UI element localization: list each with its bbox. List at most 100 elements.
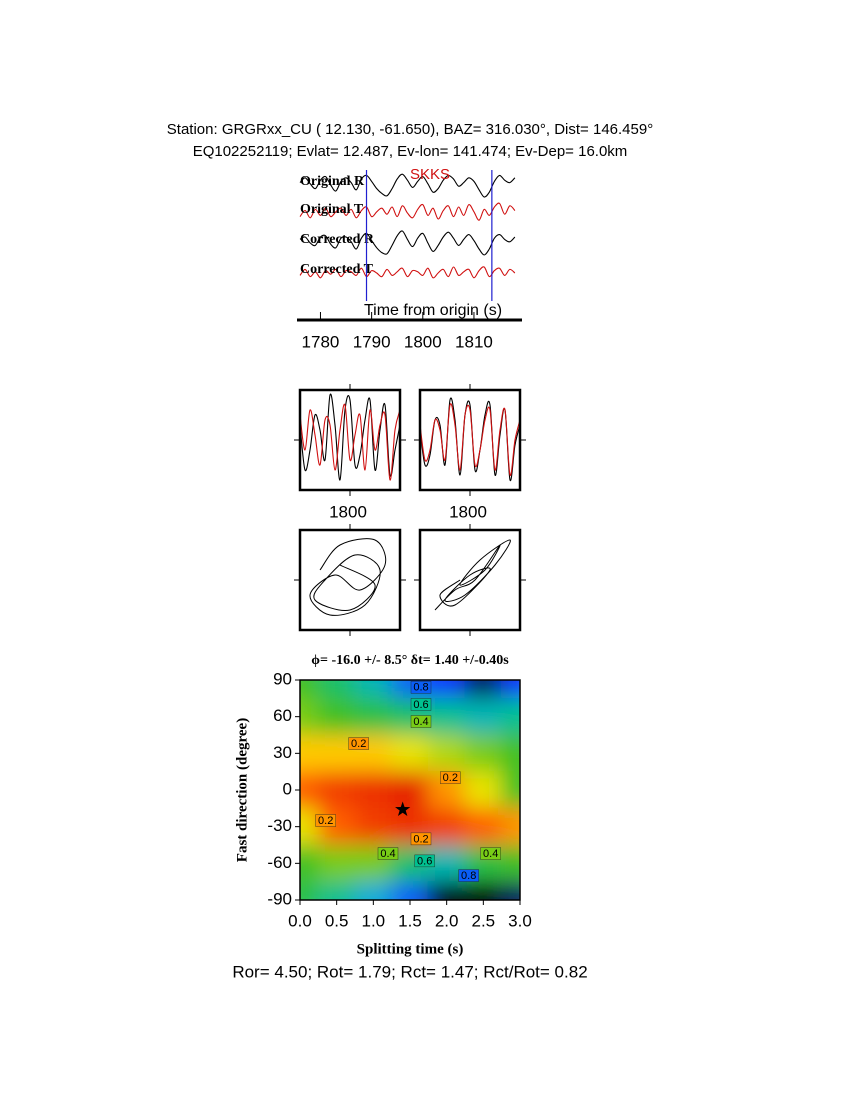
energy-cell	[501, 734, 520, 773]
energy-cell	[317, 881, 356, 900]
energy-cell	[391, 734, 429, 773]
energy-cell	[501, 881, 520, 900]
energy-cell	[354, 807, 393, 846]
y-tick-label: 90	[273, 669, 292, 688]
energy-cell	[300, 771, 319, 809]
x-tick-label: 2.0	[435, 911, 459, 930]
y-axis-label: Fast direction (degree)	[234, 718, 250, 862]
y-tick-label: -30	[267, 816, 292, 835]
energy-cell	[354, 697, 393, 736]
header-line: EQ102252119; Evlat= 12.487, Ev-lon= 141.…	[193, 143, 628, 160]
energy-cell	[300, 697, 319, 736]
trace-label: Original R	[300, 174, 365, 189]
phase-label: SKKS	[410, 166, 450, 183]
x-tick-label: 1.0	[362, 911, 386, 930]
y-tick-label: -90	[267, 889, 292, 908]
waveform	[299, 230, 516, 256]
contour-label: 0.6	[417, 855, 432, 867]
contour-label: 0.8	[413, 682, 428, 694]
energy-cell	[427, 734, 466, 773]
contour-label: 0.2	[443, 772, 458, 784]
energy-cell	[391, 881, 429, 900]
x-tick-label: 1780	[302, 332, 340, 351]
energy-cell	[427, 680, 466, 699]
energy-cell	[501, 697, 520, 736]
energy-cell	[501, 680, 520, 699]
contour-label-box	[348, 737, 369, 750]
energy-cell	[427, 807, 466, 846]
energy-cell	[427, 881, 466, 900]
energy-cell	[427, 697, 466, 736]
trace-label: Original T	[300, 202, 364, 217]
contour-label: 0.8	[461, 870, 476, 882]
contour-label-box	[315, 814, 336, 827]
contour-label: 0.6	[413, 699, 428, 711]
contour-label-box	[410, 715, 432, 728]
waveform	[419, 403, 521, 476]
x-tick-label: 1800	[404, 332, 442, 351]
particle-motion	[309, 538, 387, 616]
energy-field	[300, 680, 520, 900]
energy-cell	[300, 881, 319, 900]
contour-label: 0.4	[483, 848, 498, 860]
x-tick-label: 0.0	[288, 911, 312, 930]
energy-cell	[464, 697, 503, 736]
energy-cell	[317, 844, 356, 883]
y-tick-label: -60	[267, 853, 292, 872]
energy-cell	[300, 807, 319, 846]
contour-label-box	[414, 854, 435, 868]
energy-cell	[300, 844, 319, 883]
energy-cell	[354, 680, 393, 699]
energy-cell	[317, 771, 356, 809]
energy-cell	[317, 697, 356, 736]
header-line: Station: GRGRxx_CU ( 12.130, -61.650), B…	[167, 121, 653, 138]
contour-label-box	[410, 698, 432, 711]
energy-cell	[464, 807, 503, 846]
panel-frame	[418, 528, 522, 632]
trace-label: Corrected T	[300, 262, 374, 277]
contour-label-box	[377, 847, 399, 860]
waveform	[299, 173, 516, 198]
contour-label: 0.4	[413, 716, 428, 728]
energy-map	[300, 680, 520, 900]
energy-cell	[354, 771, 393, 809]
x-tick-label: 1800	[329, 502, 367, 521]
contour-label: 0.2	[413, 833, 428, 845]
energy-cell	[464, 881, 503, 900]
x-tick-label: 1800	[449, 502, 487, 521]
energy-cell	[300, 734, 319, 773]
energy-cell	[464, 771, 503, 809]
x-tick-label: 1790	[353, 332, 391, 351]
contour-label-box	[410, 832, 432, 846]
y-tick-label: 30	[273, 743, 292, 762]
trace-label: Corrected R	[300, 232, 375, 247]
contour-label-box	[458, 869, 479, 882]
waveform	[299, 266, 516, 279]
energy-cell	[300, 680, 319, 699]
contour-label-box	[410, 681, 432, 694]
x-tick-label: 2.5	[472, 911, 496, 930]
x-tick-label: 1.5	[398, 911, 422, 930]
waveform	[299, 393, 401, 481]
x-tick-label: 1810	[455, 332, 493, 351]
x-tick-label: 0.5	[325, 911, 349, 930]
y-tick-label: 60	[273, 706, 292, 725]
contour-label: 0.4	[380, 848, 395, 860]
contour-label-box	[480, 847, 501, 860]
best-fit-star	[395, 801, 411, 817]
panel-frame	[298, 528, 402, 632]
contour-label: 0.2	[318, 815, 333, 827]
x-tick-label: 3.0	[508, 911, 532, 930]
energy-cell	[501, 807, 520, 846]
waveform	[299, 403, 401, 481]
energy-cell	[391, 771, 429, 809]
energy-cell	[317, 680, 356, 699]
contour-label-box	[440, 771, 461, 784]
energy-cell	[501, 844, 520, 883]
contour-label: 0.2	[351, 738, 366, 750]
energy-cell	[464, 680, 503, 699]
x-axis-label: Time from origin (s)	[364, 302, 502, 319]
waveform	[299, 202, 516, 221]
